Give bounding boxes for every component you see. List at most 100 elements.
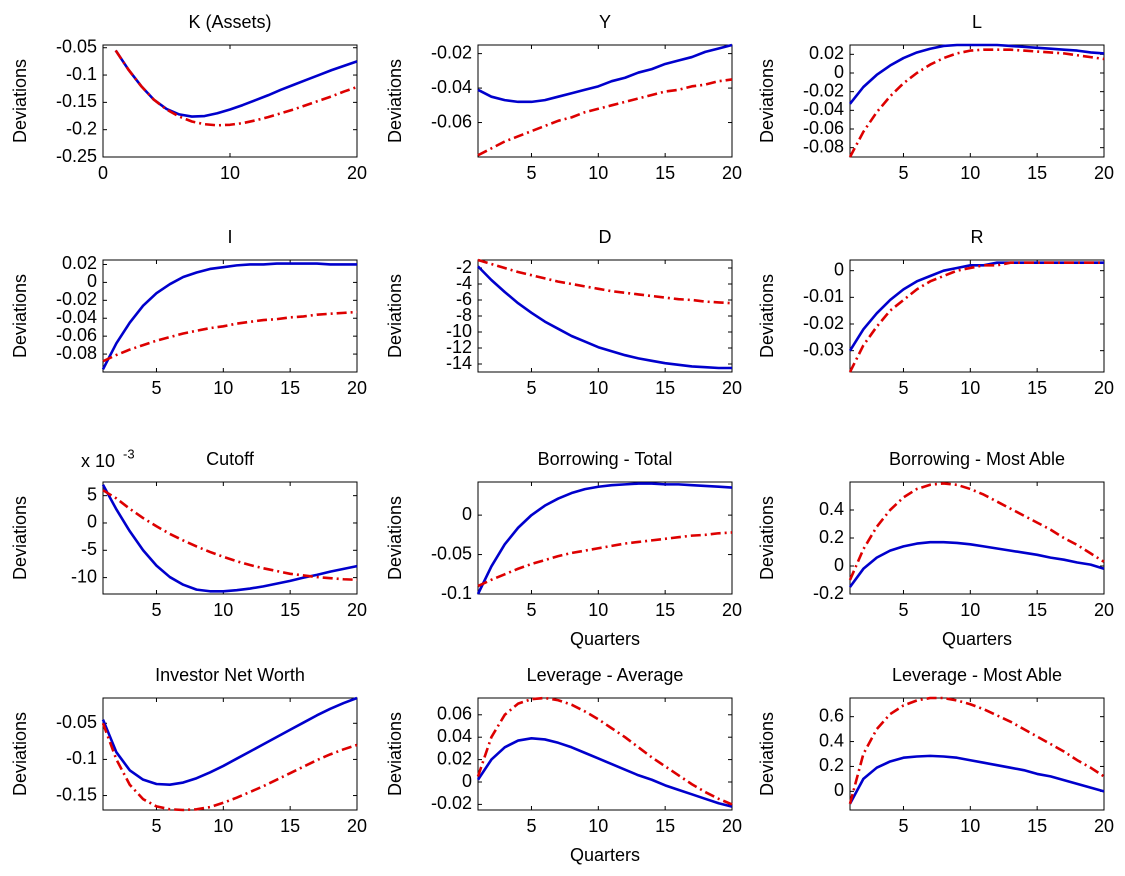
series-line: [848, 43, 1105, 105]
x-tick-label: 20: [722, 816, 742, 836]
x-tick-label: 10: [213, 378, 233, 398]
x-tick-label: 10: [213, 816, 233, 836]
y-tick-label: -0.2: [66, 118, 97, 138]
y-tick-label: -0.04: [56, 307, 97, 327]
series-line: [848, 540, 1105, 588]
x-tick-label: 20: [722, 378, 742, 398]
x-tick-label: 20: [1094, 816, 1114, 836]
x-tick-label: 15: [1027, 378, 1047, 398]
x-tick-label: 20: [347, 163, 367, 183]
y-axis-label: Deviations: [385, 496, 405, 580]
y-tick-label: 0.2: [819, 527, 844, 547]
y-tick-label: 0.06: [437, 704, 472, 724]
x-axis-label: Quarters: [570, 629, 640, 649]
y-tick-label: -0.08: [56, 343, 97, 363]
panel: Investor Net Worth Deviations 5 10 15 20 -0.15…: [10, 665, 367, 836]
y-axis-label: Deviations: [10, 59, 30, 143]
panel: Leverage - Average Deviations Quarters 5 10 1…: [385, 665, 742, 865]
x-tick-label: 0: [98, 163, 108, 183]
series-line: [102, 310, 358, 363]
y-tick-label: -5: [81, 539, 97, 559]
y-tick-label: -8: [456, 305, 472, 325]
y-tick-label: -0.15: [56, 784, 97, 804]
series-line: [848, 261, 1104, 373]
y-tick-label: 5: [87, 484, 97, 504]
x-tick-label: 15: [655, 600, 675, 620]
series-line: [114, 49, 358, 118]
y-tick-label: 0.4: [819, 730, 844, 750]
y-tick-label: -6: [456, 289, 472, 309]
y-axis-label: Deviations: [757, 496, 777, 580]
x-tick-label: 20: [347, 816, 367, 836]
x-tick-label: 20: [722, 163, 742, 183]
x-tick-label: 20: [347, 378, 367, 398]
x-tick-label: 5: [526, 378, 536, 398]
y-tick-label: -0.1: [66, 748, 97, 768]
panel-title: L: [972, 12, 982, 32]
x-tick-label: 15: [1027, 163, 1047, 183]
x-tick-label: 10: [960, 378, 980, 398]
series-line: [477, 43, 733, 104]
y-tick-label: 0: [87, 271, 97, 291]
x-tick-label: 20: [347, 600, 367, 620]
axes-box: [849, 259, 1105, 373]
x-tick-label: 20: [722, 600, 742, 620]
series-line: [848, 696, 1105, 805]
panel: L Deviations 5 10 15 20 -0.08-0.06-0.04-0.0200…: [757, 12, 1114, 183]
series-line: [102, 489, 358, 582]
y-axis-label: Deviations: [385, 712, 405, 796]
axes-box: [849, 44, 1105, 158]
panel: I Deviations 5 10 15 20 -0.08-0.06-0.04-0.0200…: [10, 227, 367, 398]
x-tick-label: 20: [1094, 163, 1114, 183]
y-tick-label: -0.02: [431, 42, 472, 62]
x-tick-label: 10: [588, 378, 608, 398]
axes-box: [477, 697, 733, 811]
y-tick-label: 0.2: [819, 755, 844, 775]
series-line: [848, 261, 1104, 352]
x-tick-label: 15: [280, 816, 300, 836]
panel: Borrowing - Most Able Deviations Quarters 5…: [757, 449, 1114, 649]
y-tick-label: -2: [456, 257, 472, 277]
panel: K (Assets) Deviations 0 10 20 -0.25 -0.2 -0.15 -…: [10, 12, 367, 183]
panel-title: I: [227, 227, 232, 247]
panel-title: Leverage - Average: [527, 665, 684, 685]
x-tick-label: 5: [898, 600, 908, 620]
panel-title: Leverage - Most Able: [892, 665, 1062, 685]
panel-title: Investor Net Worth: [155, 665, 305, 685]
panel: D Deviations 5 10 15 20 -14-12-10-8-6-4-2: [385, 227, 742, 398]
panel: Leverage - Most Able Deviations 5 10 15 20 0 0.…: [757, 665, 1114, 836]
y-axis-label: Deviations: [757, 274, 777, 358]
series-line: [477, 78, 733, 157]
y-axis-label: Deviations: [757, 712, 777, 796]
x-tick-label: 5: [151, 600, 161, 620]
y-tick-label: -0.02: [803, 313, 844, 333]
y-axis-label: Deviations: [385, 274, 405, 358]
series-line: [476, 737, 733, 808]
panel-title: Y: [599, 12, 611, 32]
axes-box: [102, 697, 358, 811]
y-tick-label: 0: [462, 504, 472, 524]
x-tick-label: 15: [655, 378, 675, 398]
series-line: [101, 262, 357, 370]
axes-box: [102, 44, 358, 158]
axes-box: [477, 44, 733, 158]
x-tick-label: 10: [213, 600, 233, 620]
x-tick-label: 5: [151, 378, 161, 398]
series-line: [114, 49, 358, 127]
x-tick-label: 10: [960, 816, 980, 836]
panel: Borrowing - Total Deviations Quarters 5 10 15…: [385, 449, 742, 649]
y-tick-label: -0.04: [431, 77, 472, 97]
y-tick-label: -0.15: [56, 91, 97, 111]
y-tick-label: 0: [834, 259, 844, 279]
x-tick-label: 15: [280, 600, 300, 620]
y-tick-label: 0.04: [437, 726, 472, 746]
y-tick-label: -0.05: [56, 36, 97, 56]
x-tick-label: 10: [588, 163, 608, 183]
y-tick-label: -0.2: [813, 583, 844, 603]
y-tick-label: 0.4: [819, 499, 844, 519]
x-tick-label: 15: [655, 163, 675, 183]
y-tick-label: -10: [71, 566, 97, 586]
series-line: [101, 484, 358, 593]
series-line: [101, 696, 358, 787]
